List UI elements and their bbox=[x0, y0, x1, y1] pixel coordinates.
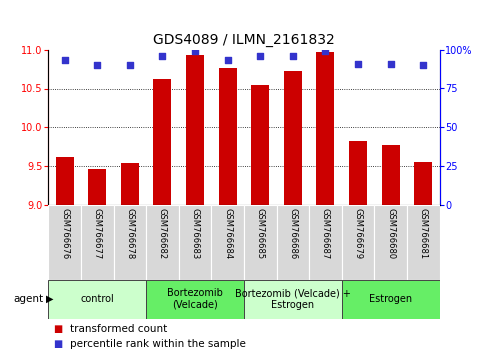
Bar bbox=[88, 169, 106, 205]
Bar bbox=[251, 85, 269, 205]
Bar bbox=[244, 205, 277, 280]
Bar bbox=[146, 280, 244, 319]
Bar bbox=[114, 205, 146, 280]
Text: percentile rank within the sample: percentile rank within the sample bbox=[70, 339, 246, 349]
Text: GSM766676: GSM766676 bbox=[60, 207, 69, 259]
Text: ■: ■ bbox=[53, 324, 62, 333]
Text: Estrogen: Estrogen bbox=[369, 294, 412, 304]
Bar bbox=[342, 205, 374, 280]
Bar bbox=[146, 205, 179, 280]
Point bbox=[191, 48, 199, 54]
Text: GSM766685: GSM766685 bbox=[256, 207, 265, 259]
Text: Bortezomib (Velcade) +
Estrogen: Bortezomib (Velcade) + Estrogen bbox=[235, 288, 351, 310]
Bar bbox=[316, 52, 334, 205]
Bar bbox=[276, 205, 309, 280]
Point bbox=[322, 48, 329, 54]
Point bbox=[224, 58, 231, 63]
Bar bbox=[219, 68, 237, 205]
Bar bbox=[407, 205, 440, 280]
Title: GDS4089 / ILMN_2161832: GDS4089 / ILMN_2161832 bbox=[153, 33, 335, 47]
Point bbox=[289, 53, 297, 59]
Text: agent: agent bbox=[14, 294, 43, 304]
Bar bbox=[56, 157, 73, 205]
Text: GSM766681: GSM766681 bbox=[419, 207, 428, 259]
Text: ■: ■ bbox=[53, 339, 62, 349]
Text: transformed count: transformed count bbox=[70, 324, 167, 333]
Bar bbox=[382, 144, 399, 205]
Point bbox=[61, 58, 69, 63]
Text: Bortezomib
(Velcade): Bortezomib (Velcade) bbox=[167, 288, 223, 310]
Bar bbox=[154, 79, 171, 205]
Bar bbox=[284, 72, 302, 205]
Text: GSM766678: GSM766678 bbox=[125, 207, 134, 259]
Point bbox=[126, 62, 134, 68]
Bar bbox=[186, 55, 204, 205]
Text: GSM766686: GSM766686 bbox=[288, 207, 298, 259]
Bar bbox=[244, 280, 342, 319]
Bar bbox=[121, 163, 139, 205]
Point bbox=[93, 62, 101, 68]
Text: GSM766680: GSM766680 bbox=[386, 207, 395, 259]
Point bbox=[387, 61, 395, 67]
Bar bbox=[179, 205, 212, 280]
Bar bbox=[414, 162, 432, 205]
Text: ▶: ▶ bbox=[46, 294, 54, 304]
Text: GSM766687: GSM766687 bbox=[321, 207, 330, 259]
Bar bbox=[48, 280, 146, 319]
Text: GSM766682: GSM766682 bbox=[158, 207, 167, 259]
Text: GSM766684: GSM766684 bbox=[223, 207, 232, 259]
Bar bbox=[309, 205, 342, 280]
Bar bbox=[212, 205, 244, 280]
Point bbox=[354, 61, 362, 67]
Point bbox=[419, 62, 427, 68]
Bar bbox=[374, 205, 407, 280]
Text: GSM766677: GSM766677 bbox=[93, 207, 102, 259]
Bar bbox=[342, 280, 440, 319]
Point bbox=[256, 53, 264, 59]
Bar bbox=[81, 205, 114, 280]
Text: GSM766683: GSM766683 bbox=[190, 207, 199, 259]
Text: GSM766679: GSM766679 bbox=[354, 207, 363, 259]
Text: control: control bbox=[80, 294, 114, 304]
Bar bbox=[48, 205, 81, 280]
Point bbox=[158, 53, 166, 59]
Bar bbox=[349, 142, 367, 205]
